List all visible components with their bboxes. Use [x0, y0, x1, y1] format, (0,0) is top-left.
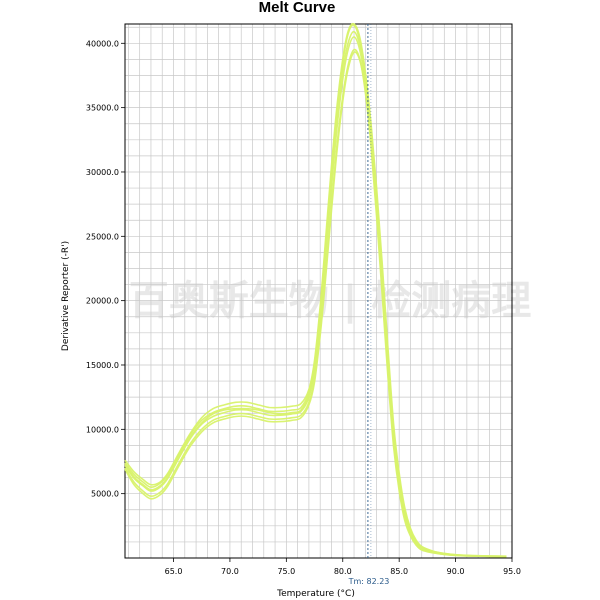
series-layer [124, 22, 507, 558]
x-axis-label: Temperature (°C) [276, 589, 355, 599]
y-axis-label: Derivative Reporter (-R') [61, 241, 71, 351]
y-tick-label: 40000.0 [86, 39, 119, 48]
x-tick-label: 70.0 [221, 567, 239, 576]
x-tick-label: 80.0 [334, 567, 352, 576]
tm-marker [367, 24, 372, 558]
watermark: 百奥斯生物 | 检测病理 [129, 278, 531, 325]
melt-curve-line [124, 51, 507, 558]
y-tick-label: 30000.0 [86, 168, 119, 177]
x-tick-label: 95.0 [503, 567, 521, 576]
y-tick-label: 35000.0 [86, 104, 119, 113]
x-tick-label: 85.0 [390, 567, 408, 576]
y-tick-label: 5000.0 [91, 490, 119, 499]
y-tick-label: 10000.0 [86, 425, 119, 434]
plot-border [124, 23, 513, 559]
x-tick-label: 75.0 [277, 567, 295, 576]
plot-area [124, 23, 513, 559]
y-tick-label: 25000.0 [86, 232, 119, 241]
melt-curve-line [124, 30, 507, 558]
chart-title: Melt Curve [259, 0, 336, 16]
x-tick-label: 65.0 [165, 567, 183, 576]
x-tick-label: 90.0 [447, 567, 465, 576]
tm-label: Tm: 82.23 [348, 577, 390, 586]
y-tick-label: 20000.0 [86, 297, 119, 306]
watermark-text: 百奥斯生物 | 检测病理 [129, 278, 531, 325]
y-axis-ticks: 5000.0 10000.0 15000.0 20000.0 25000.0 30000.… [86, 39, 125, 499]
x-axis-ticks: 65.0 70.0 75.0 80.0 85.0 90.0 95.0 [165, 558, 521, 576]
y-tick-label: 15000.0 [86, 361, 119, 370]
